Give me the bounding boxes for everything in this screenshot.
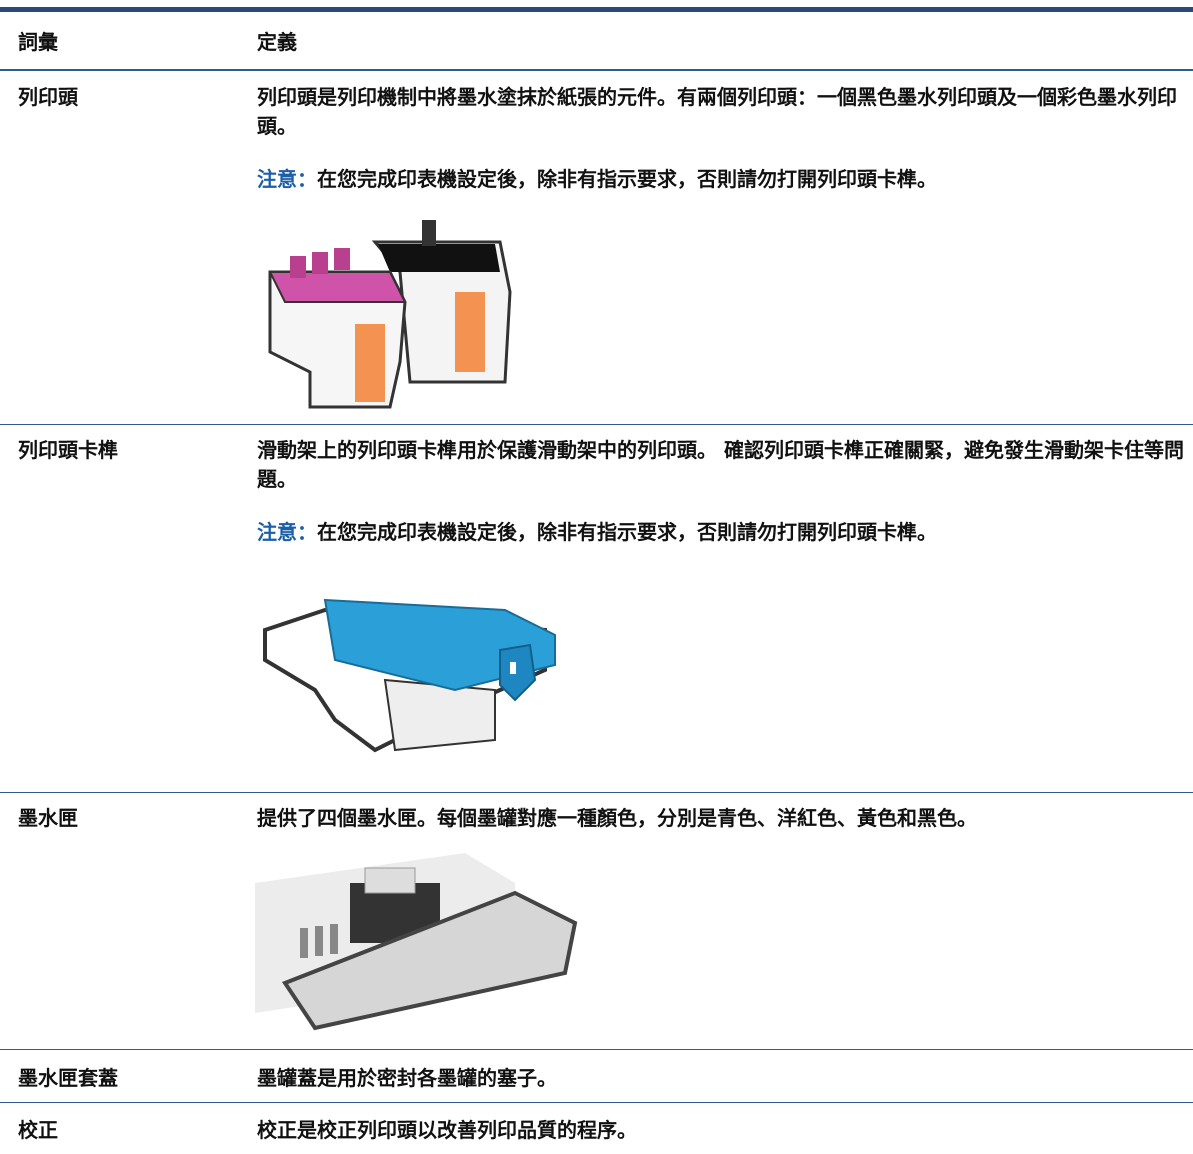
note-text: 在您完成印表機設定後，除非有指示要求，否則請勿打開列印頭卡榫。 bbox=[317, 520, 937, 544]
ink-tank-illustration bbox=[255, 853, 585, 1035]
header-term: 詞彙 bbox=[18, 30, 58, 54]
term: 墨水匣套蓋 bbox=[18, 1066, 118, 1090]
row-rule bbox=[0, 1049, 1193, 1050]
definition: 列印頭是列印機制中將墨水塗抹於紙張的元件。有兩個列印頭：一個黑色墨水列印頭及一個… bbox=[257, 85, 1177, 138]
term: 列印頭卡榫 bbox=[18, 438, 118, 462]
note: 注意：在您完成印表機設定後，除非有指示要求，否則請勿打開列印頭卡榫。 bbox=[257, 518, 1187, 547]
header-definition: 定義 bbox=[257, 30, 297, 54]
note-label: 注意： bbox=[257, 520, 317, 544]
row-rule bbox=[0, 1102, 1193, 1103]
note-label: 注意： bbox=[257, 167, 317, 191]
top-bar bbox=[0, 7, 1193, 12]
note: 注意：在您完成印表機設定後，除非有指示要求，否則請勿打開列印頭卡榫。 bbox=[257, 165, 1187, 194]
header-rule bbox=[0, 69, 1193, 71]
term: 校正 bbox=[18, 1118, 58, 1142]
definition: 滑動架上的列印頭卡榫用於保護滑動架中的列印頭。 確認列印頭卡榫正確關緊，避免發生… bbox=[257, 438, 1184, 491]
latch-illustration bbox=[263, 598, 556, 753]
row-rule bbox=[0, 424, 1193, 425]
note-text: 在您完成印表機設定後，除非有指示要求，否則請勿打開列印頭卡榫。 bbox=[317, 167, 937, 191]
term: 列印頭 bbox=[18, 85, 78, 109]
term: 墨水匣 bbox=[18, 806, 78, 830]
definition: 墨罐蓋是用於密封各墨罐的塞子。 bbox=[257, 1066, 557, 1090]
definition: 提供了四個墨水匣。每個墨罐對應一種顏色，分別是青色、洋紅色、黃色和黑色。 bbox=[257, 806, 977, 830]
definition: 校正是校正列印頭以改善列印品質的程序。 bbox=[257, 1118, 637, 1142]
row-rule bbox=[0, 792, 1193, 793]
printhead-illustration bbox=[268, 220, 512, 409]
